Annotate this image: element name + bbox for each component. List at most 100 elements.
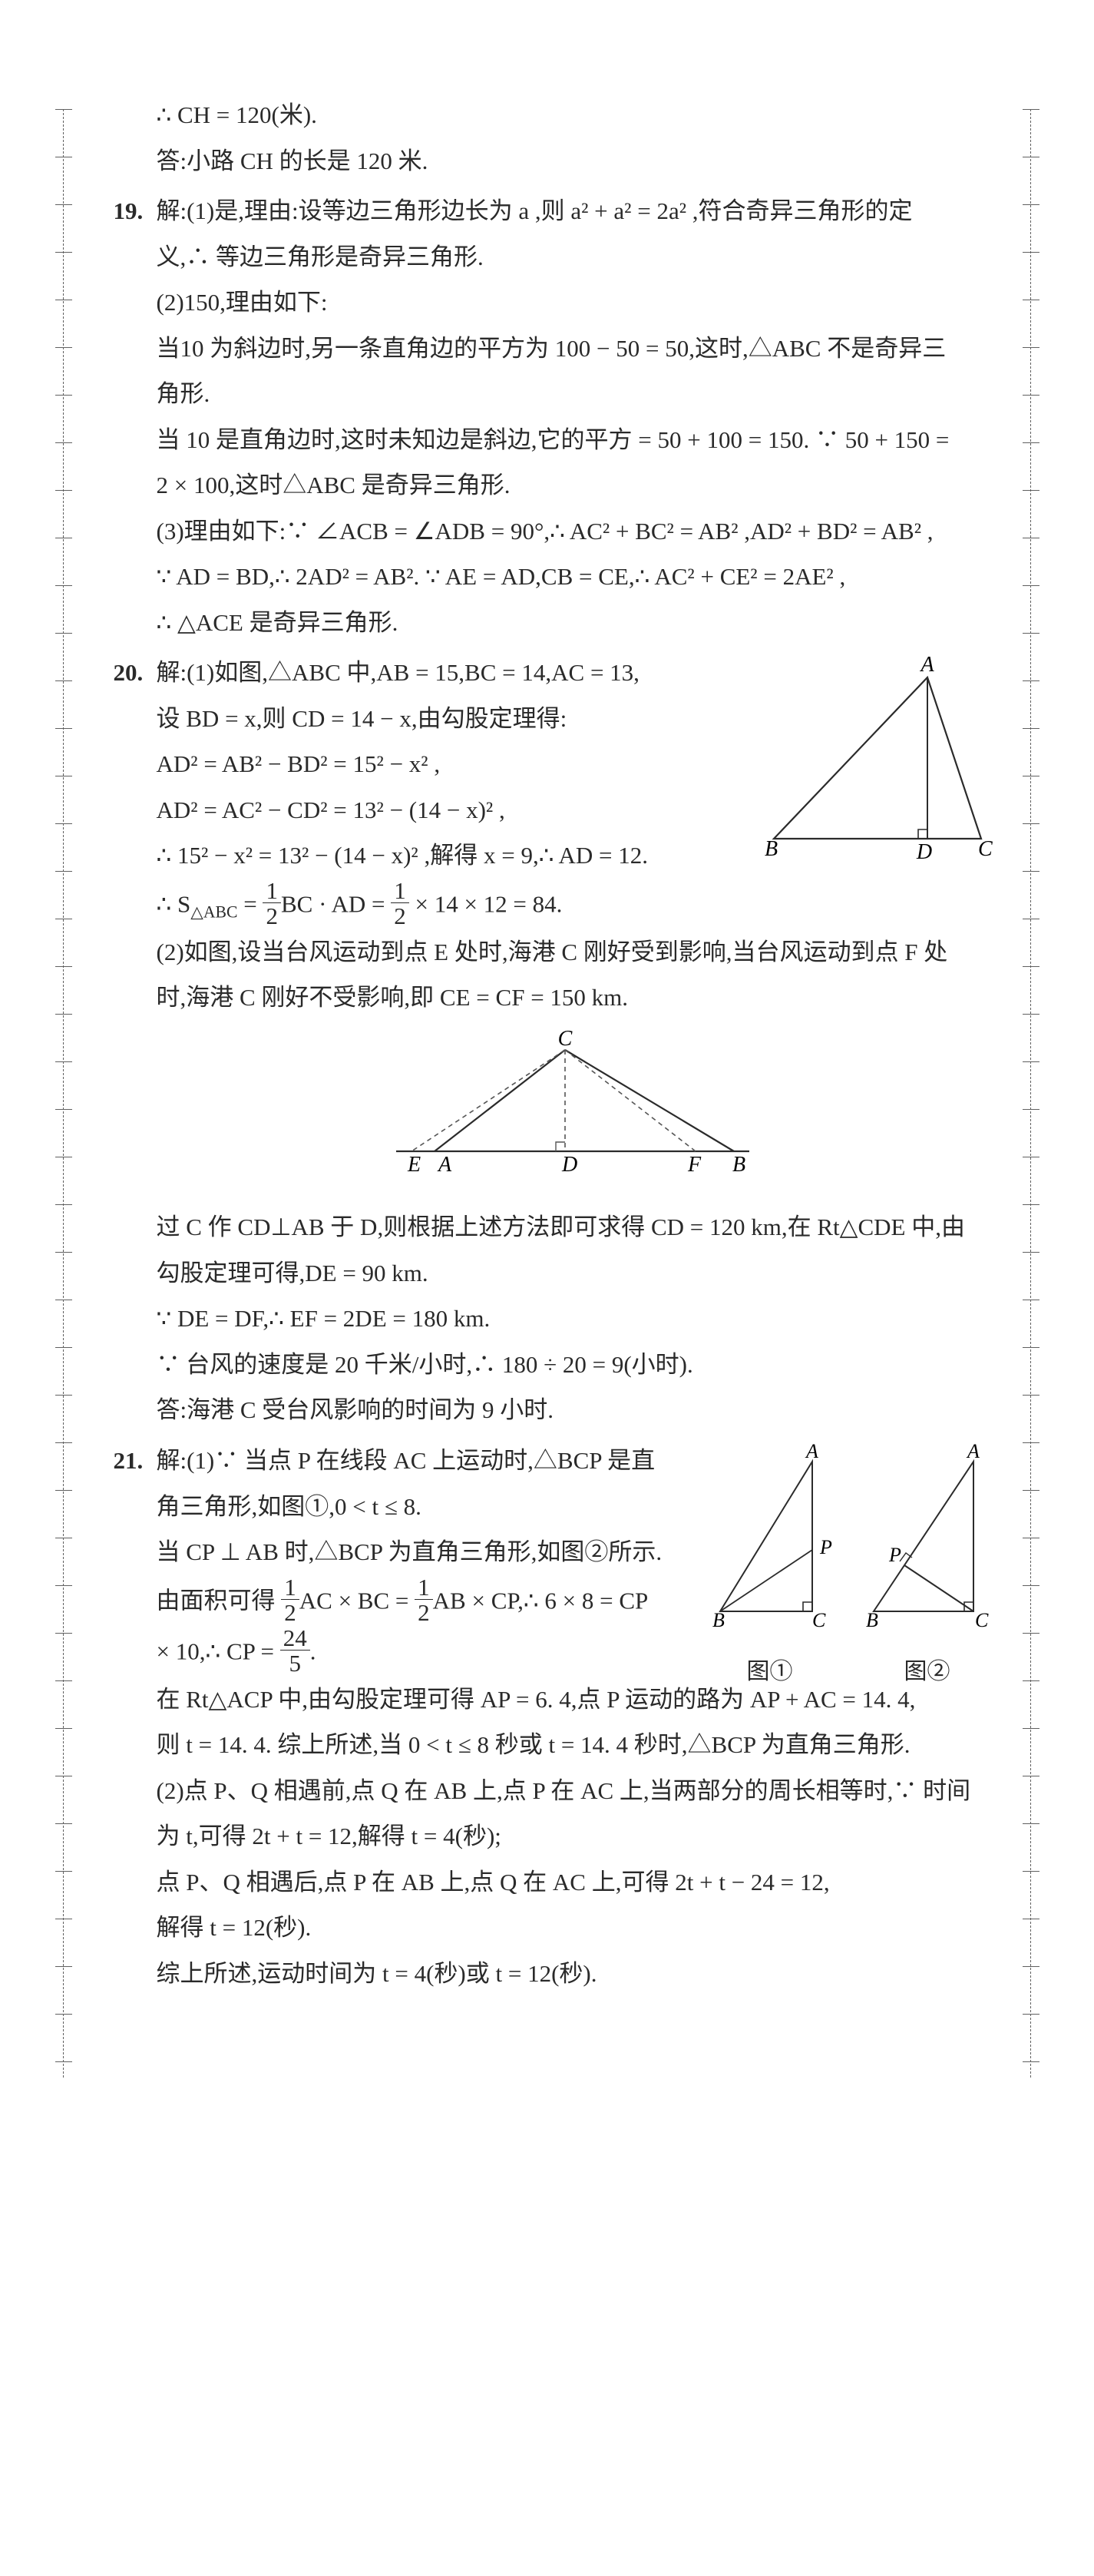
tick-mark bbox=[1023, 1252, 1039, 1253]
tick-mark bbox=[1023, 1347, 1039, 1348]
tick-mark bbox=[1023, 1585, 1039, 1586]
frac-half-2: 12 bbox=[391, 879, 409, 929]
tick-mark bbox=[1023, 1490, 1039, 1491]
left-tick-column bbox=[55, 109, 72, 2078]
q20-line-e: ∴ 15² − x² = 13² − (14 − x)² ,解得 x = 9,∴… bbox=[157, 833, 989, 879]
tick-mark bbox=[55, 1680, 72, 1681]
q21e-post: . bbox=[310, 1637, 316, 1664]
tick-mark bbox=[55, 1585, 72, 1586]
tick-mark bbox=[1023, 109, 1039, 110]
q20-number: 20. bbox=[114, 650, 144, 696]
fig2-F: F bbox=[687, 1153, 702, 1177]
q21d-mid: AC × BC = bbox=[299, 1587, 415, 1614]
tick-mark bbox=[1023, 442, 1039, 443]
tick-mark bbox=[1023, 1109, 1039, 1110]
q20-line-a: 解:(1)如图,△ABC 中,AB = 15,BC = 14,AC = 13, bbox=[157, 650, 989, 696]
q19-line-h: (3)理由如下:∵ ∠ACB = ∠ADB = 90°,∴ AC² + BC² … bbox=[157, 508, 989, 555]
q20-line-b: 设 BD = x,则 CD = 14 − x,由勾股定理得: bbox=[157, 696, 989, 742]
frac-half-3: 12 bbox=[281, 1575, 299, 1626]
tick-mark bbox=[55, 1823, 72, 1824]
fig2-A: A bbox=[437, 1153, 452, 1177]
q19-line-d: 当10 为斜边时,另一条直角边的平方为 100 − 50 = 50,这时,△AB… bbox=[157, 326, 989, 372]
tick-mark bbox=[55, 442, 72, 443]
q19-line-j: ∴ △ACE 是奇异三角形. bbox=[157, 600, 989, 646]
tick-mark bbox=[55, 680, 72, 681]
figure-typhoon: C E A D F B bbox=[157, 1028, 989, 1197]
tick-mark bbox=[55, 633, 72, 634]
tick-mark bbox=[55, 1490, 72, 1491]
tick-mark bbox=[55, 1633, 72, 1634]
prev-line-b: 答:小路 CH 的长是 120 米. bbox=[157, 138, 989, 184]
q19-line-c: (2)150,理由如下: bbox=[157, 280, 989, 326]
q20-line-h: 时,海港 C 刚好不受影响,即 CE = CF = 150 km. bbox=[157, 975, 989, 1021]
q21-number: 21. bbox=[114, 1438, 144, 1484]
tick-mark bbox=[1023, 1728, 1039, 1729]
q21-line-l: 综上所述,运动时间为 t = 4(秒)或 t = 12(秒). bbox=[157, 1951, 989, 1997]
q19-line-g: 2 × 100,这时△ABC 是奇异三角形. bbox=[157, 462, 989, 508]
right-tick-vline bbox=[1030, 109, 1031, 2078]
figure-typhoon-svg: C E A D F B bbox=[365, 1028, 780, 1182]
tick-mark bbox=[55, 1395, 72, 1396]
tick-mark bbox=[1023, 728, 1039, 729]
q20-line-k: ∵ DE = DF,∴ EF = 2DE = 180 km. bbox=[157, 1296, 989, 1342]
fig2-B: B bbox=[732, 1153, 745, 1177]
tick-mark bbox=[55, 1966, 72, 1967]
tick-mark bbox=[1023, 395, 1039, 396]
tick-mark bbox=[1023, 1680, 1039, 1681]
q20-line-l: ∵ 台风的速度是 20 千米/小时,∴ 180 ÷ 20 = 9(小时). bbox=[157, 1342, 989, 1388]
tick-mark bbox=[55, 2014, 72, 2015]
tick-mark bbox=[1023, 823, 1039, 824]
q19-line-a: 解:(1)是,理由:设等边三角形边长为 a ,则 a² + a² = 2a² ,… bbox=[157, 188, 989, 234]
q21-line-d: 由面积可得 12AC × BC = 12AB × CP,∴ 6 × 8 = CP bbox=[157, 1575, 989, 1626]
q20f-post: BC · AD = bbox=[281, 890, 391, 917]
q21-line-i: 为 t,可得 2t + t = 12,解得 t = 4(秒); bbox=[157, 1813, 989, 1859]
q21-line-a: 解:(1)∵ 当点 P 在线段 AC 上运动时,△BCP 是直 bbox=[157, 1438, 989, 1484]
tick-mark bbox=[1023, 347, 1039, 348]
left-tick-vline bbox=[63, 109, 64, 2078]
tick-mark bbox=[55, 585, 72, 586]
q21-line-c: 当 CP ⊥ AB 时,△BCP 为直角三角形,如图②所示. bbox=[157, 1529, 989, 1575]
tick-mark bbox=[1023, 1966, 1039, 1967]
fig2-C: C bbox=[557, 1028, 572, 1051]
q20f-sub: △ABC bbox=[190, 902, 237, 921]
tick-mark bbox=[55, 966, 72, 967]
tick-mark bbox=[1023, 633, 1039, 634]
right-tick-column bbox=[1023, 109, 1039, 2078]
frac-half-4: 12 bbox=[415, 1575, 433, 1626]
tick-mark bbox=[55, 1728, 72, 1729]
tick-mark bbox=[55, 1442, 72, 1443]
q20-line-g: (2)如图,设当台风运动到点 E 处时,海港 C 刚好受到影响,当台风运动到点 … bbox=[157, 929, 989, 975]
q20f-mid: = bbox=[238, 890, 263, 917]
q21d-pre: 由面积可得 bbox=[157, 1587, 282, 1614]
q19-line-e: 角形. bbox=[157, 371, 989, 417]
tick-mark bbox=[1023, 1395, 1039, 1396]
tick-mark bbox=[1023, 585, 1039, 586]
tick-mark bbox=[1023, 2061, 1039, 2062]
tick-mark bbox=[55, 395, 72, 396]
fig2-E: E bbox=[407, 1153, 421, 1177]
q19-line-i: ∵ AD = BD,∴ 2AD² = AB². ∵ AE = AD,CB = C… bbox=[157, 554, 989, 600]
tick-mark bbox=[1023, 1823, 1039, 1824]
q21-line-b: 角三角形,如图①,0 < t ≤ 8. bbox=[157, 1484, 989, 1530]
tick-mark bbox=[55, 1204, 72, 1205]
q20f-end: × 14 × 12 = 84. bbox=[409, 890, 563, 917]
tick-mark bbox=[1023, 1204, 1039, 1205]
q21-line-k: 解得 t = 12(秒). bbox=[157, 1905, 989, 1951]
tick-mark bbox=[1023, 2014, 1039, 2015]
tick-mark bbox=[55, 1061, 72, 1062]
q20-line-j: 勾股定理可得,DE = 90 km. bbox=[157, 1250, 989, 1296]
q20-line-m: 答:海港 C 受台风影响的时间为 9 小时. bbox=[157, 1387, 989, 1433]
q21-line-g: 则 t = 14. 4. 综上所述,当 0 < t ≤ 8 秒或 t = 14.… bbox=[157, 1722, 989, 1768]
tick-mark bbox=[55, 1871, 72, 1872]
fig2-D: D bbox=[561, 1153, 577, 1177]
tick-mark bbox=[1023, 252, 1039, 253]
q21-line-j: 点 P、Q 相遇后,点 P 在 AB 上,点 Q 在 AC 上,可得 2t + … bbox=[157, 1859, 989, 1906]
q20f-pre: ∴ S bbox=[157, 890, 191, 917]
q20-line-i: 过 C 作 CD⊥AB 于 D,则根据上述方法即可求得 CD = 120 km,… bbox=[157, 1204, 989, 1250]
tick-mark bbox=[55, 1252, 72, 1253]
q21-line-f: 在 Rt△ACP 中,由勾股定理可得 AP = 6. 4,点 P 运动的路为 A… bbox=[157, 1677, 989, 1723]
tick-mark bbox=[55, 1109, 72, 1110]
tick-mark bbox=[1023, 966, 1039, 967]
tick-mark bbox=[55, 204, 72, 205]
tick-mark bbox=[1023, 1871, 1039, 1872]
